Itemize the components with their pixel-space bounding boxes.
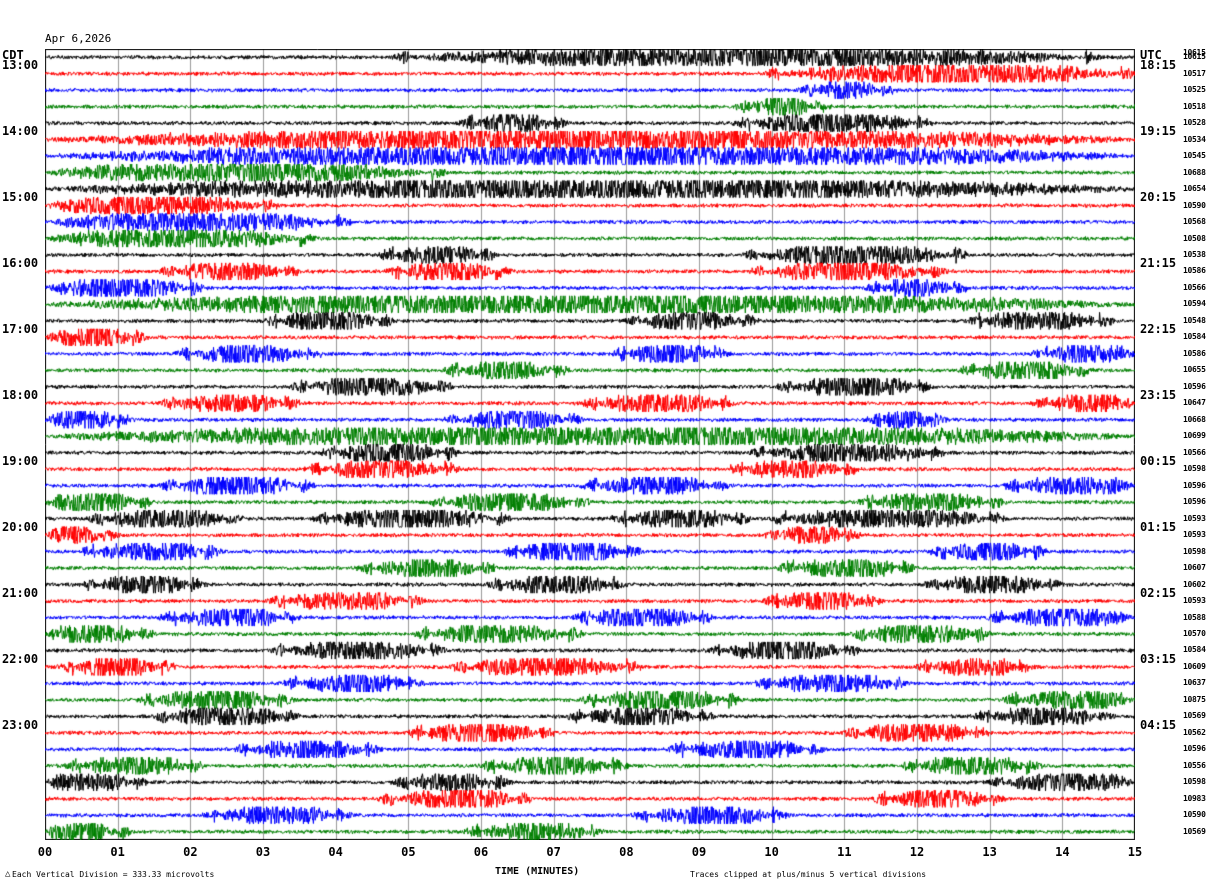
amplitude-label: 10518 (1183, 101, 1206, 111)
amplitude-label: 10566 (1183, 447, 1206, 457)
right-time-label: 19:15 (1140, 124, 1177, 139)
right-time-label: 18:15 (1140, 58, 1177, 73)
amplitude-label: 10590 (1183, 810, 1206, 820)
amplitude-label: 10699 (1183, 431, 1206, 441)
left-time-label: 15:00 (2, 190, 39, 205)
amplitude-label: 10596 (1183, 497, 1206, 507)
amplitude-label: 10593 (1183, 530, 1206, 540)
right-time-label: 00:15 (1140, 453, 1177, 468)
amplitude-top-label: 10615 (1183, 48, 1206, 57)
amplitude-label: 10538 (1183, 249, 1206, 259)
amplitude-label: 10517 (1183, 68, 1206, 78)
x-tick-label: 05 (401, 845, 416, 859)
amplitude-label: 10655 (1183, 365, 1206, 375)
amplitude-label: 10602 (1183, 579, 1206, 589)
amplitude-label: 10593 (1183, 596, 1206, 606)
header-date: Apr 6,2026 (45, 32, 112, 45)
amplitude-label: 10568 (1183, 217, 1206, 227)
left-time-label: 23:00 (2, 717, 39, 732)
left-time-label: 16:00 (2, 256, 39, 271)
x-tick-label: 09 (691, 845, 707, 859)
left-time-label: 20:00 (2, 519, 39, 534)
amplitude-label: 10668 (1183, 414, 1206, 424)
amplitude-label: 10534 (1183, 134, 1206, 144)
left-time-label: 13:00 (2, 58, 39, 73)
amplitude-label: 10593 (1183, 513, 1206, 523)
right-time-label: 21:15 (1140, 256, 1177, 271)
right-time-label: 02:15 (1140, 585, 1177, 600)
amplitude-label: 10584 (1183, 332, 1206, 342)
right-time-label: 20:15 (1140, 190, 1177, 205)
scale-arrow-icon: △ (5, 869, 11, 879)
amplitude-label: 10983 (1183, 793, 1206, 803)
amplitude-label: 10566 (1183, 282, 1206, 292)
amplitude-label: 10584 (1183, 645, 1206, 655)
x-tick-label: 00 (37, 845, 53, 859)
amplitude-label: 10545 (1183, 151, 1206, 161)
amplitude-label: 10637 (1183, 678, 1206, 688)
amplitude-label: 10607 (1183, 563, 1206, 573)
left-time-label: 14:00 (2, 124, 39, 139)
amplitude-label: 10688 (1183, 167, 1206, 177)
footer-clip-note: Traces clipped at plus/minus 5 vertical … (690, 870, 927, 879)
left-time-label: 21:00 (2, 585, 39, 600)
left-time-label: 19:00 (2, 453, 39, 468)
left-time-label: 22:00 (2, 651, 39, 666)
x-tick-label: 15 (1127, 845, 1143, 859)
x-tick-label: 13 (982, 845, 997, 859)
amplitude-label: 10615 (1183, 52, 1206, 62)
amplitude-label: 10594 (1183, 299, 1206, 309)
axis-label-cdt: CDT (2, 48, 24, 62)
x-axis-title: TIME (MINUTES) (495, 866, 580, 877)
amplitude-label: 10525 (1183, 85, 1206, 95)
amplitude-label: 10654 (1183, 184, 1206, 194)
seismogram-canvas (45, 49, 1135, 840)
x-tick-label: 11 (837, 845, 852, 859)
amplitude-label: 10647 (1183, 398, 1206, 408)
x-tick-label: 04 (328, 845, 343, 859)
axis-label-utc: UTC (1140, 48, 1162, 62)
amplitude-label: 10548 (1183, 315, 1206, 325)
x-tick-label: 07 (546, 845, 561, 859)
amplitude-label: 10875 (1183, 694, 1206, 704)
amplitude-label: 10570 (1183, 629, 1206, 638)
helicorder-plot (45, 49, 1135, 840)
x-tick-label: 01 (110, 845, 125, 859)
x-tick-label: 10 (764, 845, 779, 859)
amplitude-label: 10598 (1183, 546, 1206, 556)
amplitude-label: 10556 (1183, 760, 1206, 770)
amplitude-label: 10562 (1183, 727, 1206, 737)
amplitude-label: 10586 (1183, 266, 1206, 276)
x-tick-label: 14 (1055, 845, 1070, 859)
amplitude-label: 10596 (1183, 381, 1206, 391)
x-tick-label: 02 (183, 845, 198, 859)
amplitude-label: 10528 (1183, 118, 1206, 128)
amplitude-label: 10596 (1183, 480, 1206, 490)
right-time-label: 23:15 (1140, 388, 1177, 403)
x-tick-label: 08 (619, 845, 634, 859)
amplitude-label: 10598 (1183, 464, 1206, 474)
right-time-label: 03:15 (1140, 651, 1177, 666)
amplitude-label: 10596 (1183, 744, 1206, 754)
right-time-label: 04:15 (1140, 717, 1177, 732)
right-time-label: 01:15 (1140, 519, 1177, 534)
amplitude-label: 10588 (1183, 612, 1206, 622)
amplitude-label: 10586 (1183, 348, 1206, 358)
x-tick-label: 12 (909, 845, 925, 859)
left-time-label: 18:00 (2, 388, 39, 403)
right-time-label: 22:15 (1140, 322, 1177, 337)
x-tick-label: 06 (473, 845, 489, 859)
amplitude-label: 10569 (1183, 711, 1206, 721)
footer-scale-note: Each Vertical Division = 333.33 microvol… (12, 870, 215, 879)
left-time-label: 17:00 (2, 322, 39, 337)
amplitude-label: 10598 (1183, 777, 1206, 787)
amplitude-label: 10569 (1183, 826, 1206, 836)
amplitude-label: 10508 (1183, 233, 1206, 243)
amplitude-label: 10609 (1183, 661, 1206, 671)
amplitude-label: 10590 (1183, 200, 1206, 210)
x-tick-label: 03 (255, 845, 271, 859)
